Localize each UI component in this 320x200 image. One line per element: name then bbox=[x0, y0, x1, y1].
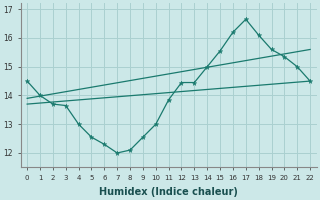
X-axis label: Humidex (Indice chaleur): Humidex (Indice chaleur) bbox=[99, 187, 238, 197]
